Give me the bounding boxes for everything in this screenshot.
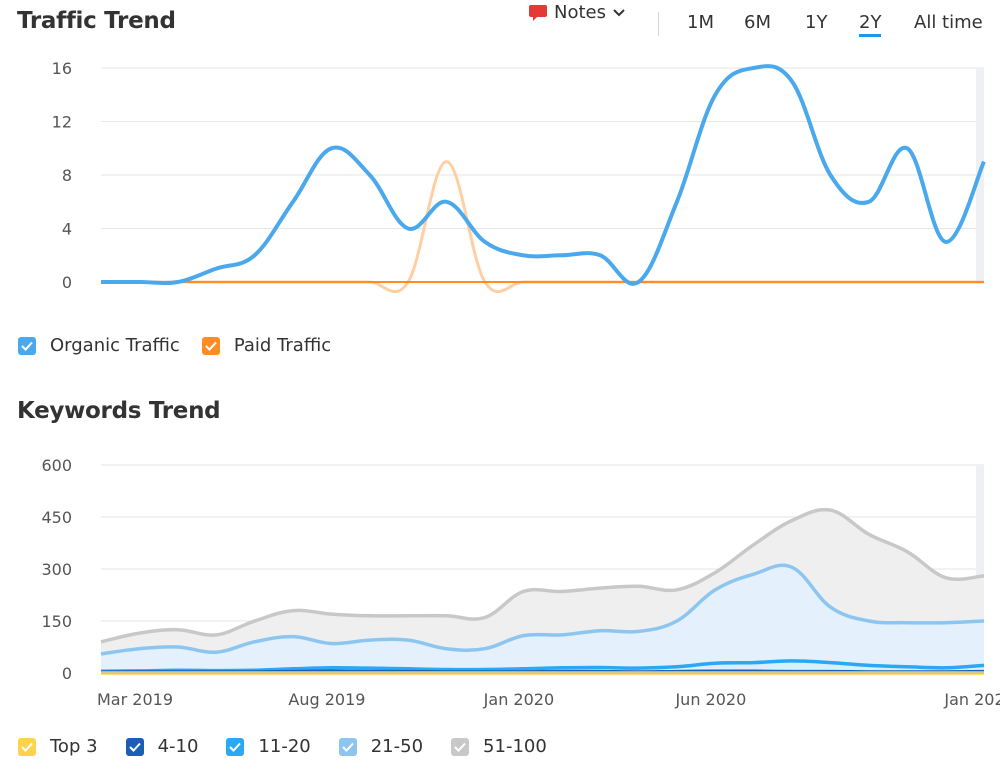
area-21-50 <box>101 565 984 673</box>
keywords-x-tick-label: Jun 2020 <box>674 690 746 709</box>
legend-label: 21-50 <box>370 736 424 757</box>
legend-label: 11-20 <box>258 736 311 757</box>
traffic-title: Traffic Trend <box>17 8 176 34</box>
legend-label: Top 3 <box>50 736 98 757</box>
keywords-title: Keywords Trend <box>17 398 221 424</box>
keywords-chart: 0 150 300 450 600 Mar 2019 Aug 2019 Jan 2020 Jun… <box>41 456 1000 709</box>
checkbox-icon <box>18 336 36 355</box>
legend-label: 4-10 <box>157 736 199 757</box>
keywords-x-tick-label: Jan 2020 <box>483 690 554 709</box>
toolbar-divider <box>658 12 659 36</box>
checkbox-icon <box>226 737 245 756</box>
checkbox-icon <box>338 737 357 756</box>
period-6m[interactable]: 6M <box>744 12 771 33</box>
period-1m[interactable]: 1M <box>687 12 714 33</box>
keywords-legend: Top 3 4-10 11-20 21-50 51-100 <box>18 736 575 757</box>
chevron-down-icon <box>613 8 625 16</box>
keywords-y-tick-label: 450 <box>41 508 72 527</box>
legend-label: Paid Traffic <box>233 335 332 356</box>
legend-21-50[interactable]: 21-50 <box>338 736 424 757</box>
traffic-y-tick-label: 4 <box>62 220 72 239</box>
legend-51-100[interactable]: 51-100 <box>451 736 547 757</box>
organic-traffic-line <box>100 64 986 286</box>
line-21-50 <box>100 563 985 656</box>
period-2y[interactable]: 2Y <box>859 12 882 37</box>
legend-11-20[interactable]: 11-20 <box>226 736 311 757</box>
keywords-y-tick-label: 0 <box>62 664 72 683</box>
traffic-chart: 0 4 8 12 16 <box>52 59 986 294</box>
period-1y[interactable]: 1Y <box>805 12 828 33</box>
legend-label: Organic Traffic <box>50 335 180 356</box>
keywords-y-tick-label: 300 <box>41 560 72 579</box>
hover-band <box>976 465 984 673</box>
traffic-y-tick-label: 8 <box>62 166 72 185</box>
traffic-y-tick-label: 12 <box>52 113 72 132</box>
traffic-y-tick-label: 0 <box>62 273 72 292</box>
notes-icon <box>529 4 547 21</box>
checkbox-icon <box>451 737 470 756</box>
legend-top-3[interactable]: Top 3 <box>18 736 98 757</box>
traffic-legend: Organic Traffic Paid Traffic <box>18 335 353 356</box>
checkbox-icon <box>18 737 36 756</box>
legend-4-10[interactable]: 4-10 <box>125 736 199 757</box>
traffic-y-tick-label: 16 <box>52 59 72 78</box>
notes-label: Notes <box>554 2 606 23</box>
keywords-y-tick-label: 600 <box>41 456 72 475</box>
keywords-y-tick-label: 150 <box>41 612 72 631</box>
line-51-100 <box>100 507 985 644</box>
period-all-time[interactable]: All time <box>914 12 983 33</box>
checkbox-icon <box>201 336 220 355</box>
legend-organic-traffic[interactable]: Organic Traffic <box>18 335 180 356</box>
keywords-x-tick-label: Aug 2019 <box>288 690 365 709</box>
keywords-x-tick-label: Mar 2019 <box>97 690 173 709</box>
legend-label: 51-100 <box>483 736 547 757</box>
notes-button[interactable]: Notes <box>528 2 632 23</box>
legend-paid-traffic[interactable]: Paid Traffic <box>201 335 332 356</box>
checkbox-icon <box>125 737 144 756</box>
